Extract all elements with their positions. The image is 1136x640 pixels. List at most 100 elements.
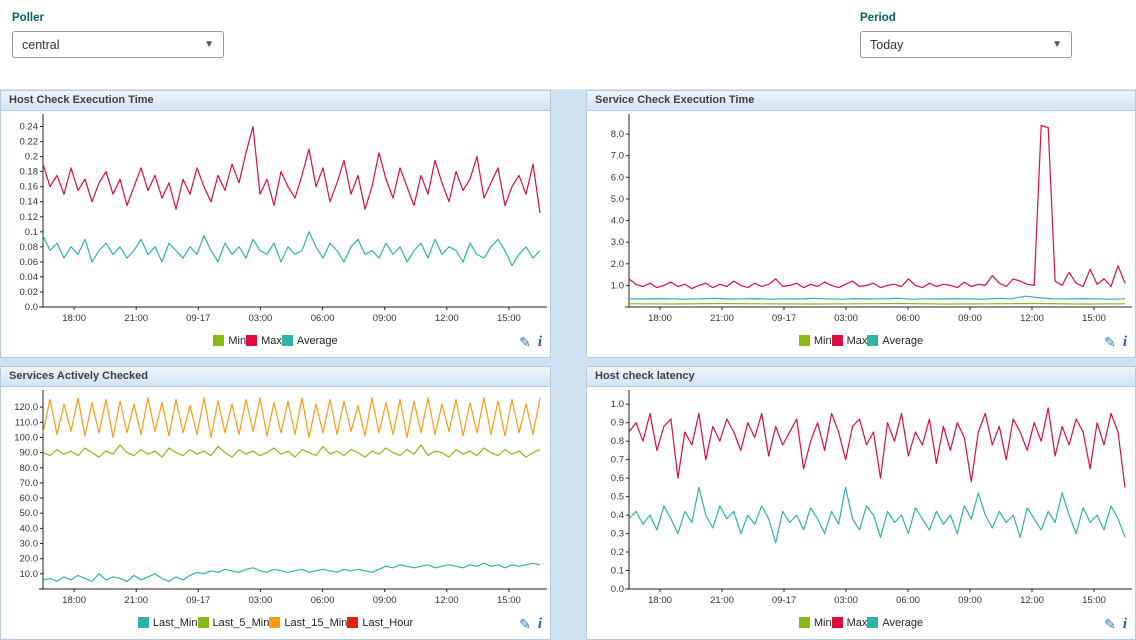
svg-text:18:00: 18:00	[648, 595, 672, 606]
legend-item[interactable]: Min	[798, 617, 832, 629]
service-check-execution-time-chart[interactable]: 1.0 2.0 3.0 4.0 5.0 6.0 7.0 8.0 18:00 21:00 09-17 0…	[587, 111, 1135, 327]
svg-text:50.0: 50.0	[20, 508, 39, 519]
svg-text:3.0: 3.0	[611, 237, 624, 248]
svg-text:03:00: 03:00	[834, 313, 858, 324]
svg-text:1.0: 1.0	[611, 399, 624, 410]
svg-text:15:00: 15:00	[497, 595, 521, 606]
legend-swatch	[867, 617, 879, 629]
svg-text:0.5: 0.5	[611, 492, 624, 503]
svg-text:15:00: 15:00	[497, 313, 521, 324]
svg-text:0.2: 0.2	[25, 152, 38, 163]
panel-service-check-execution-time: Service Check Execution Time 1.0 2.0 3.0 4.…	[586, 90, 1136, 358]
svg-text:4.0: 4.0	[611, 216, 624, 227]
poller-selected-value: central	[22, 37, 60, 52]
svg-text:12:00: 12:00	[1020, 595, 1044, 606]
panel-services-actively-checked: Services Actively Checked 10.0 20.0 30.0 40…	[0, 366, 551, 640]
svg-text:09-17: 09-17	[772, 313, 796, 324]
svg-text:09:00: 09:00	[958, 313, 982, 324]
edit-graph-icon[interactable]: ✎	[1104, 616, 1116, 632]
svg-text:09:00: 09:00	[373, 313, 397, 324]
svg-text:0.02: 0.02	[20, 287, 39, 298]
period-select[interactable]: Today ▼	[860, 31, 1072, 58]
edit-graph-icon[interactable]: ✎	[519, 616, 531, 632]
info-icon[interactable]: i	[537, 333, 542, 350]
legend-swatch	[798, 617, 810, 629]
legend-item[interactable]: Max	[246, 335, 282, 347]
legend-item[interactable]: Average	[867, 617, 923, 629]
legend-swatch	[197, 617, 209, 629]
svg-text:0.7: 0.7	[611, 455, 624, 466]
legend-item[interactable]: Average	[867, 335, 923, 347]
poller-select[interactable]: central ▼	[12, 31, 224, 58]
legend-item[interactable]: Average	[281, 335, 338, 347]
panel-host-check-latency: Host check latency 0.0 0.1 0.2 0.3 0.4 0.5 0.6…	[586, 366, 1136, 640]
host-check-execution-time-chart[interactable]: 0.0 0.02 0.04 0.06 0.08 0.1 0.12 0.14 0.16 0.18 0.…	[1, 111, 550, 327]
svg-text:09:00: 09:00	[373, 595, 397, 606]
legend-swatch	[347, 617, 359, 629]
svg-text:03:00: 03:00	[834, 595, 858, 606]
svg-text:0.04: 0.04	[20, 272, 39, 283]
legend-item[interactable]: Last_Hour	[347, 617, 413, 629]
chart-legend: Min Max Average	[798, 617, 923, 632]
info-icon[interactable]: i	[537, 615, 542, 632]
svg-text:0.16: 0.16	[20, 182, 39, 193]
host-check-latency-chart[interactable]: 0.0 0.1 0.2 0.3 0.4 0.5 0.6 0.7 0.8 0.9 1.0 18:00 21…	[587, 387, 1135, 609]
svg-text:0.8: 0.8	[611, 436, 624, 447]
svg-text:06:00: 06:00	[311, 595, 335, 606]
legend-swatch	[831, 335, 843, 347]
svg-text:0.1: 0.1	[611, 566, 624, 577]
svg-text:120.0: 120.0	[14, 402, 38, 413]
edit-graph-icon[interactable]: ✎	[1104, 334, 1116, 350]
legend-item[interactable]: Min	[213, 335, 246, 347]
svg-text:0.6: 0.6	[611, 473, 624, 484]
svg-text:10.0: 10.0	[20, 569, 39, 580]
poller-label: Poller	[12, 12, 44, 24]
svg-text:110.0: 110.0	[15, 417, 38, 428]
legend-swatch	[269, 617, 281, 629]
svg-text:70.0: 70.0	[20, 478, 39, 489]
svg-text:0.1: 0.1	[25, 227, 38, 238]
svg-text:21:00: 21:00	[124, 595, 148, 606]
panel-title: Service Check Execution Time	[587, 91, 1135, 111]
svg-text:8.0: 8.0	[611, 129, 624, 140]
legend-swatch	[867, 335, 879, 347]
panel-title: Host check latency	[587, 367, 1135, 387]
svg-text:18:00: 18:00	[648, 313, 672, 324]
legend-item[interactable]: Max	[831, 335, 867, 347]
legend-swatch	[137, 617, 149, 629]
svg-text:2.0: 2.0	[611, 259, 624, 270]
svg-text:0.14: 0.14	[20, 197, 39, 208]
info-icon[interactable]: i	[1122, 333, 1127, 350]
svg-text:80.0: 80.0	[20, 463, 39, 474]
chevron-down-icon: ▼	[204, 39, 214, 50]
svg-text:06:00: 06:00	[896, 313, 920, 324]
svg-text:20.0: 20.0	[20, 554, 39, 565]
graph-grid: Host Check Execution Time 0.0 0.02 0.04 0.0…	[0, 90, 1136, 640]
svg-text:0.08: 0.08	[20, 242, 39, 253]
legend-item[interactable]: Last_5_Min	[197, 617, 269, 629]
svg-text:21:00: 21:00	[710, 313, 734, 324]
services-actively-checked-chart[interactable]: 10.0 20.0 30.0 40.0 50.0 60.0 70.0 80.0 90.0 100.…	[1, 387, 550, 609]
legend-item[interactable]: Max	[831, 617, 867, 629]
legend-item[interactable]: Min	[798, 335, 832, 347]
svg-text:09:00: 09:00	[958, 595, 982, 606]
chart-svg: 0.0 0.02 0.04 0.06 0.08 0.1 0.12 0.14 0.16 0.18 0.…	[20, 114, 547, 324]
legend-swatch	[831, 617, 843, 629]
svg-text:03:00: 03:00	[249, 595, 273, 606]
svg-text:0.12: 0.12	[20, 212, 39, 223]
svg-text:7.0: 7.0	[611, 151, 624, 162]
filter-bar: Poller central ▼ Period Today ▼	[0, 0, 1136, 90]
svg-text:18:00: 18:00	[62, 595, 86, 606]
edit-graph-icon[interactable]: ✎	[519, 334, 531, 350]
info-icon[interactable]: i	[1122, 615, 1127, 632]
svg-text:30.0: 30.0	[20, 539, 39, 550]
svg-text:0.9: 0.9	[611, 418, 624, 429]
svg-text:1.0: 1.0	[611, 280, 624, 291]
legend-item[interactable]: Last_Min	[137, 617, 198, 629]
panel-title: Services Actively Checked	[1, 367, 550, 387]
svg-text:40.0: 40.0	[20, 523, 39, 534]
svg-text:0.3: 0.3	[611, 529, 624, 540]
legend-swatch	[213, 335, 225, 347]
svg-text:100.0: 100.0	[14, 432, 38, 443]
legend-item[interactable]: Last_15_Min	[269, 617, 347, 629]
